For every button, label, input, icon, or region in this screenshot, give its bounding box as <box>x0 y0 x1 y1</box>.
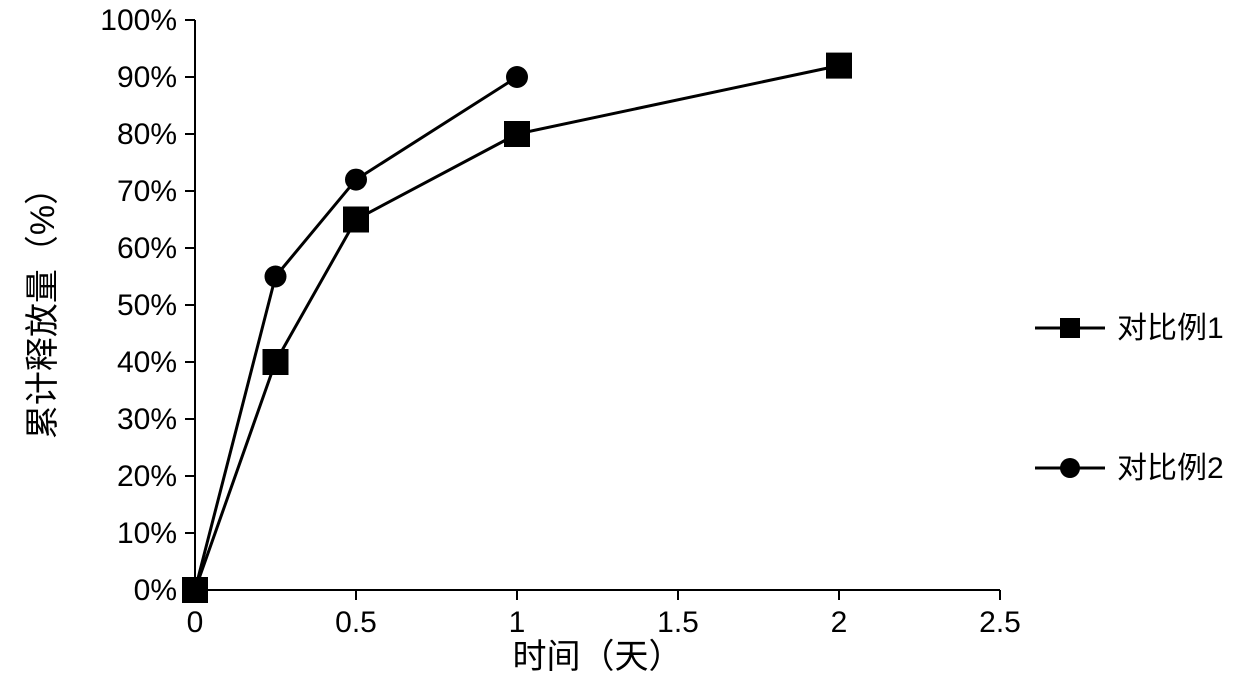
x-tick-label: 2.5 <box>979 606 1021 639</box>
x-axis-label: 时间（天） <box>513 638 683 676</box>
marker-square <box>343 207 369 233</box>
marker-square <box>504 121 530 147</box>
x-tick-label: 2 <box>831 606 848 639</box>
marker-circle <box>506 66 528 88</box>
y-axis-label: 累计释放量（%） <box>24 171 62 439</box>
marker-circle <box>184 579 206 601</box>
y-tick-label: 40% <box>117 346 177 379</box>
y-tick-label: 10% <box>117 517 177 550</box>
release-chart: 0% 10% 20% 30% 40% 50% 60% 70% 80% 90% 100% 0 0.5 1 1.… <box>0 0 1240 690</box>
y-tick-label: 90% <box>117 61 177 94</box>
marker-circle <box>345 169 367 191</box>
y-tick-label: 0% <box>134 574 177 607</box>
legend-label-comp1: 对比例1 <box>1117 312 1224 345</box>
marker-circle <box>265 266 287 288</box>
marker-square <box>263 349 289 375</box>
y-tick-label: 50% <box>117 289 177 322</box>
legend-label-comp2: 对比例2 <box>1117 452 1224 485</box>
legend-marker-circle <box>1060 458 1080 478</box>
y-tick-label: 70% <box>117 175 177 208</box>
legend-marker-square <box>1060 318 1080 338</box>
y-tick-label: 100% <box>100 4 177 37</box>
marker-square <box>826 53 852 79</box>
y-tick-label: 60% <box>117 232 177 265</box>
y-tick-label: 80% <box>117 118 177 151</box>
chart-container: 0% 10% 20% 30% 40% 50% 60% 70% 80% 90% 100% 0 0.5 1 1.… <box>0 0 1240 690</box>
y-tick-label: 30% <box>117 403 177 436</box>
y-tick-label: 20% <box>117 460 177 493</box>
x-tick-label: 1.5 <box>657 606 699 639</box>
x-tick-label: 1 <box>509 606 526 639</box>
x-tick-label: 0.5 <box>335 606 377 639</box>
x-tick-label: 0 <box>187 606 204 639</box>
